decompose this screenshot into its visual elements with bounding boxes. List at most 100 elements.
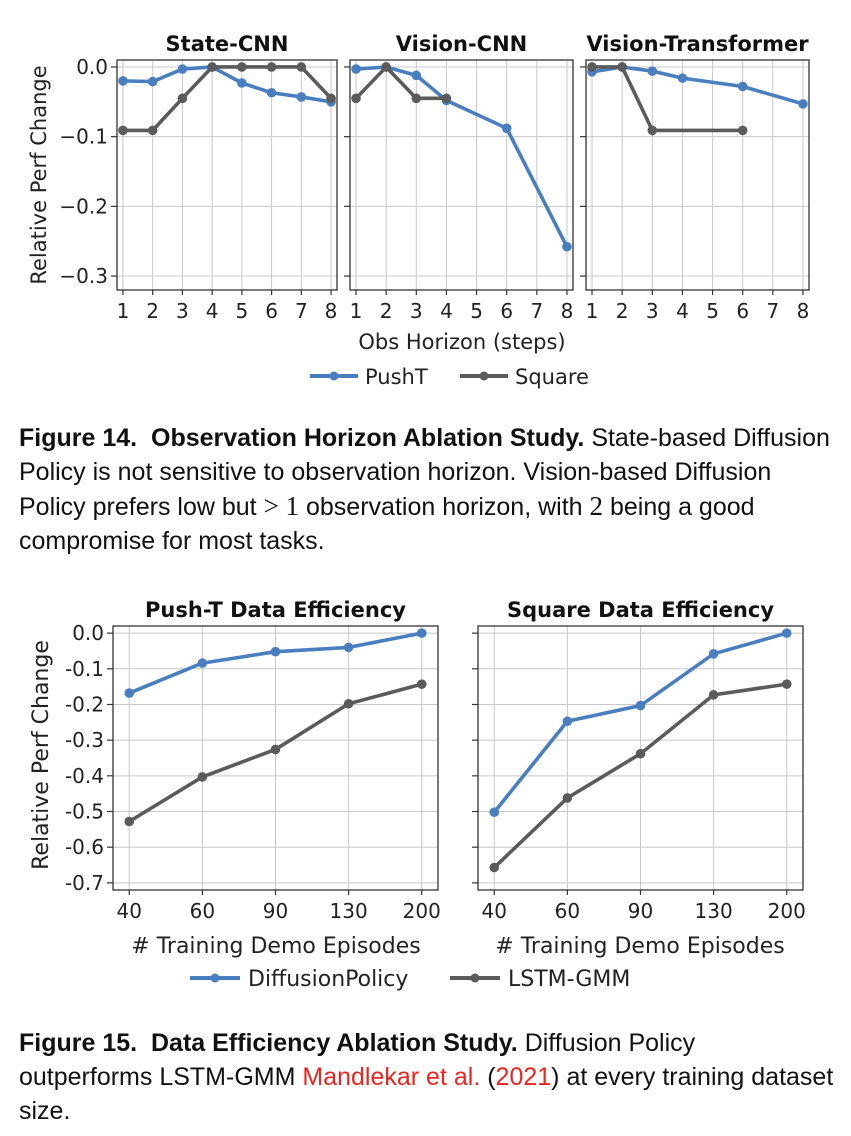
state-cnn-pusht-point-0	[118, 76, 128, 86]
state-cnn-pusht-line	[122, 65, 332, 104]
square-data-efficiency-diffusionpolicy-point-0	[489, 807, 500, 818]
state-cnn-square-point-6	[296, 62, 307, 72]
push-t-data-efficiency-diffusionpolicy-point-3	[343, 642, 354, 653]
state-cnn-xtick-label-1: 2	[146, 299, 159, 323]
push-t-data-efficiency-xtick-label-2: 90	[263, 899, 288, 923]
square-data-efficiency-diffusionpolicy-point-1	[562, 716, 573, 727]
square-data-efficiency-xtick-label-2: 90	[628, 899, 653, 923]
push-t-data-efficiency-ytick-label-1: -0.1	[65, 657, 104, 681]
vision-cnn-xtick-label-5: 6	[500, 299, 513, 323]
vision-transformer-xtick-label-3: 4	[676, 299, 689, 323]
legend-square-marker	[479, 371, 489, 381]
vision-transformer-xtick-label-1: 2	[616, 299, 629, 323]
vision-cnn-square-point-1	[381, 62, 391, 72]
square-data-efficiency-diffusionpolicy-point-4	[781, 628, 792, 638]
square-data-efficiency-title: Square Data Efficiency	[507, 598, 774, 622]
state-cnn-pusht-point-6	[296, 92, 307, 102]
vision-cnn-pusht-point-0	[351, 64, 361, 74]
figure-14-math-2: 2	[589, 491, 604, 521]
square-data-efficiency-xtick-label-4: 200	[768, 899, 806, 923]
push-t-data-efficiency-ytick-label-0: 0.0	[72, 621, 104, 645]
state-cnn-xtick-label-2: 3	[176, 299, 189, 323]
square-data-efficiency-xtick-label-0: 40	[482, 899, 507, 923]
state-cnn-square-line	[122, 65, 333, 133]
vision-cnn-square-point-0	[351, 93, 361, 104]
push-t-data-efficiency-ytick-label-4: -0.4	[65, 764, 104, 788]
state-cnn-pusht-point-4	[237, 78, 247, 88]
figure15-xlabel-left: # Training Demo Episodes	[131, 934, 420, 959]
vision-transformer-xtick-label-6: 7	[766, 299, 779, 323]
citation-author-link[interactable]: Mandlekar et al.	[302, 1063, 481, 1091]
square-data-efficiency-lstm-gmm-point-4	[781, 679, 792, 689]
figure-14-math-gt1: > 1	[263, 491, 300, 521]
square-data-efficiency-xtick-label-1: 60	[555, 899, 580, 923]
push-t-data-efficiency-ytick-label-5: -0.5	[65, 800, 104, 824]
square-data-efficiency-frame	[477, 625, 804, 891]
square-data-efficiency-diffusionpolicy-point-2	[635, 700, 646, 711]
figure14-xlabel: Obs Horizon (steps)	[358, 330, 565, 354]
state-cnn-title: State-CNN	[166, 32, 289, 56]
figure-14-caption-text-2: observation horizon, with	[306, 493, 583, 521]
state-cnn-ytick-label-0: 0.0	[76, 55, 108, 79]
state-cnn-xtick-label-7: 8	[325, 299, 338, 323]
vision-transformer-square-line	[592, 65, 743, 133]
legend-pusht-label: PushT	[365, 365, 428, 389]
state-cnn-square-point-5	[266, 62, 277, 72]
vision-cnn-square-point-2	[411, 93, 422, 104]
figure-14-caption-text-1: State-based Diffusion Policy is not sens…	[19, 424, 830, 521]
push-t-data-efficiency-xtick-label-4: 200	[403, 899, 441, 923]
square-data-efficiency-lstm-gmm-point-2	[635, 748, 646, 759]
vision-cnn-xtick-label-6: 7	[530, 299, 543, 323]
push-t-data-efficiency-diffusionpolicy-point-1	[197, 658, 208, 668]
push-t-data-efficiency-diffusionpolicy-point-2	[270, 646, 281, 657]
vision-cnn-pusht-point-5	[562, 241, 572, 252]
push-t-data-efficiency-ytick-label-2: -0.2	[65, 692, 104, 716]
figure14-ylabel: Relative Perf Change	[27, 65, 51, 284]
state-cnn-ytick-label-1: −0.1	[59, 125, 108, 149]
citation-paren-close: )	[551, 1063, 560, 1091]
vision-transformer-square-point-2	[647, 125, 658, 136]
vision-cnn-frame	[349, 59, 574, 291]
vision-cnn-xtick-label-2: 3	[410, 299, 423, 323]
vision-cnn-title: Vision-CNN	[396, 32, 527, 56]
legend-lstm-gmm-marker	[470, 973, 480, 983]
square-data-efficiency-lstm-gmm-point-1	[562, 793, 573, 803]
square-data-efficiency-xtick-label-3: 130	[695, 899, 733, 923]
state-cnn-square-point-2	[177, 93, 188, 104]
push-t-data-efficiency-diffusionpolicy-point-4	[416, 628, 427, 638]
panel-vision-transformer: 1 2 3 4 5 6 7 8 Vision-Transformer	[580, 32, 810, 323]
panel-push-t-data-efficiency: 0.0 -0.1 -0.2 -0.3 -0.4 -0.5 -0.6 -0.7 40 60 90 130…	[65, 598, 441, 923]
figure-14-caption: Figure 14. Observation Horizon Ablation …	[19, 421, 834, 558]
panel-state-cnn: 0.0 −0.1 −0.2 −0.3 1 2 3 4 5 6 7 8 State-CNN	[59, 32, 338, 323]
panel-vision-cnn: 1 2 3 4 5 6 7 8 Vision-CNN	[344, 32, 574, 323]
figure-15-caption-text-2: at every training dataset size.	[19, 1063, 834, 1125]
figure-15-label: Figure 15.	[19, 1029, 138, 1057]
state-cnn-square-point-3	[207, 62, 217, 72]
figure-14-caption-text-3: being a good compromise for most tasks.	[19, 493, 755, 555]
figure15-xlabel-right: # Training Demo Episodes	[495, 934, 784, 959]
state-cnn-pusht-point-1	[147, 76, 158, 87]
vision-transformer-title: Vision-Transformer	[586, 32, 809, 56]
state-cnn-frame	[116, 59, 338, 291]
citation-year-link[interactable]: 2021	[495, 1063, 552, 1091]
state-cnn-square-point-4	[237, 62, 247, 72]
vision-transformer-xtick-label-4: 5	[706, 299, 719, 323]
square-data-efficiency-lstm-gmm-point-3	[708, 690, 719, 700]
legend-square-label: Square	[515, 365, 589, 389]
state-cnn-square-point-0	[118, 125, 128, 136]
vision-cnn-pusht-line	[355, 65, 569, 248]
figure-15-chart: 0.0 -0.1 -0.2 -0.3 -0.4 -0.5 -0.6 -0.7 40 60 90 130…	[29, 598, 806, 992]
vision-cnn-xtick-label-3: 4	[440, 299, 453, 323]
push-t-data-efficiency-xtick-label-1: 60	[190, 899, 215, 923]
vision-transformer-square-point-1	[617, 62, 627, 72]
push-t-data-efficiency-diffusionpolicy-point-0	[124, 688, 135, 698]
vision-transformer-square-point-3	[737, 125, 748, 136]
state-cnn-xtick-label-5: 6	[265, 299, 278, 323]
vision-transformer-pusht-point-5	[798, 99, 808, 109]
figure-15-caption: Figure 15. Data Efficiency Ablation Stud…	[19, 1026, 834, 1128]
legend-diffusionpolicy-marker	[210, 973, 220, 983]
state-cnn-ytick-label-2: −0.2	[59, 194, 108, 218]
state-cnn-xtick-label-3: 4	[206, 299, 219, 323]
vision-transformer-xtick-label-0: 1	[586, 299, 599, 323]
